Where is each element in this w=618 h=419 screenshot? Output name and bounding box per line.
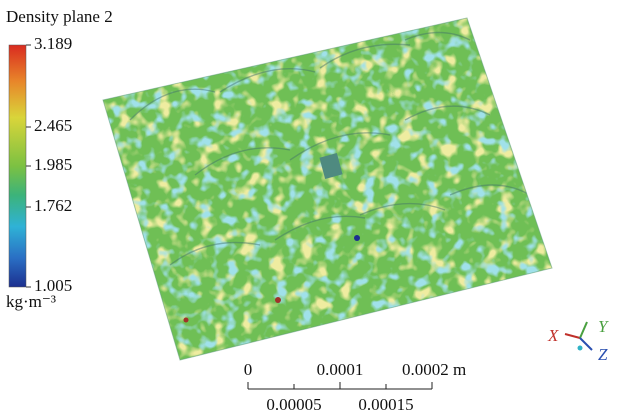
colorbar-tick-label: 1.005: [34, 276, 72, 295]
colorbar: [8, 44, 27, 288]
legend-unit: kg·m⁻³: [6, 292, 56, 311]
triad-z: Z: [598, 345, 608, 364]
triad-y: Y: [598, 317, 609, 336]
axis-triad: [564, 321, 593, 351]
colorbar-tick-label: 3.189: [34, 34, 72, 53]
scale-label: 0.0001: [317, 360, 364, 379]
legend-title: Density plane 2: [6, 7, 113, 26]
colorbar-tick-label: 1.762: [34, 196, 72, 215]
scale-label: 0.00015: [358, 395, 413, 414]
scale-label: 0.0002 m: [402, 360, 466, 379]
colorbar-tick-label: 2.465: [34, 116, 72, 135]
triad-x: X: [547, 326, 559, 345]
scale-bar: [247, 382, 433, 390]
density-plate: [103, 18, 552, 360]
scale-label: 0: [244, 360, 253, 379]
plate-edge: [102, 17, 553, 361]
colorbar-tick-label: 1.985: [34, 155, 72, 174]
scale-label: 0.00005: [266, 395, 321, 414]
